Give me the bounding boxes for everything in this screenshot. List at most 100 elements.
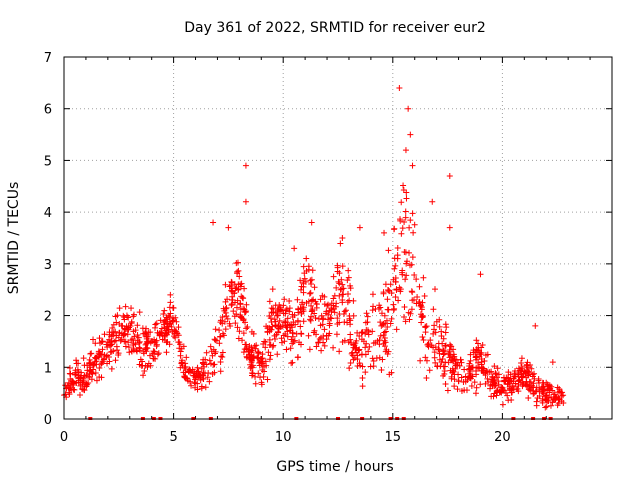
data-point [143,344,150,351]
data-point [416,298,423,305]
data-point [380,332,387,339]
data-point [202,384,209,391]
data-point [284,315,291,322]
data-point [313,331,320,338]
data-point [256,362,263,369]
data-point [441,350,448,357]
data-point [300,318,307,325]
data-point [276,317,283,324]
data-point [90,362,97,369]
data-point [196,371,203,378]
data-point [419,299,426,306]
data-point [385,247,392,254]
data-point [403,260,410,267]
data-point [326,307,333,314]
data-point [407,131,414,138]
data-point [269,286,276,293]
data-point [106,358,113,365]
data-point [179,359,186,366]
data-point [91,358,98,365]
data-point [103,341,110,348]
data-point [493,371,500,378]
data-point [115,351,122,358]
data-point [319,321,326,328]
data-point [386,288,393,295]
x-tick-label: 15 [385,430,402,445]
data-point [295,306,302,313]
data-point [325,301,332,308]
data-point [290,338,297,345]
data-point [390,306,397,313]
data-point [97,351,104,358]
data-point [397,217,404,224]
data-point [120,331,127,338]
data-point [198,365,205,372]
data-point [431,326,438,333]
data-point [86,356,93,363]
data-point [228,302,235,309]
data-point [488,368,495,375]
data-point [191,379,198,386]
data-point [173,328,180,335]
data-point [269,323,276,330]
data-point [518,355,525,362]
data-point [303,255,310,262]
data-point [106,331,113,338]
data-point [339,235,346,241]
data-point [306,346,313,353]
data-point [108,348,115,355]
y-tick-label: 1 [44,361,52,376]
data-point [241,285,248,292]
data-point [337,240,344,247]
data-point [359,383,366,390]
data-point [436,323,443,330]
data-point [445,359,452,366]
data-point [68,387,75,394]
x-tick-label: 10 [275,430,292,445]
data-point [188,382,195,389]
data-point [90,336,97,343]
data-point [266,356,273,363]
x-tick-label: 0 [60,430,68,445]
data-point [232,285,239,292]
data-point [539,399,546,406]
data-point [336,348,343,355]
data-point [107,349,114,356]
data-point [356,224,363,231]
data-point [219,314,226,320]
data-point [509,382,516,389]
data-point [98,374,105,381]
data-point [308,297,315,304]
data-point [333,331,340,338]
data-point [392,294,399,301]
data-point [253,342,260,349]
data-point [359,374,366,381]
data-point [340,310,347,317]
data-point [451,383,458,390]
data-point [353,337,360,344]
data-point [141,367,148,374]
data-point [212,337,219,344]
data-point [66,391,73,398]
data-point [134,322,141,329]
data-point [313,300,320,307]
data-point [230,308,237,315]
data-point [182,369,189,376]
data-point [465,374,472,381]
data-point [543,403,550,410]
data-point [166,314,173,321]
data-point [229,300,236,307]
data-point [356,332,363,339]
data-point [468,382,475,389]
data-point [291,337,298,344]
data-point [289,333,296,340]
data-point [381,343,388,350]
data-point [177,348,184,355]
data-point [110,329,117,336]
data-point [505,397,512,404]
data-point [400,314,407,321]
data-point [112,337,119,344]
data-point [222,298,229,305]
data-point [532,322,539,329]
